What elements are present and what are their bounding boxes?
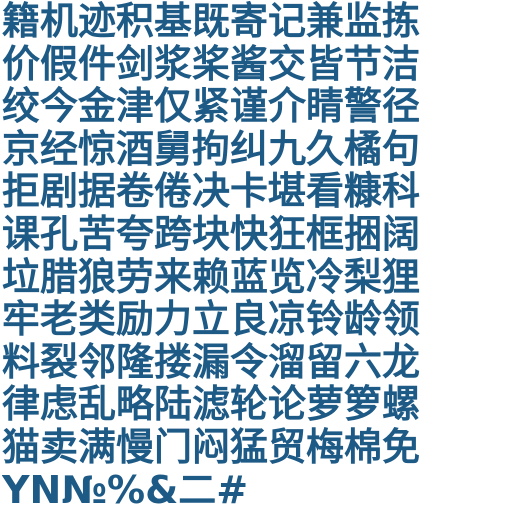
glyph-row-7: 垃腊狼劳来赖蓝览冷梨狸 [2, 255, 421, 299]
glyph-row-9: 料裂邻隆搂漏令溜留六龙 [2, 340, 421, 384]
glyph-row-12: YN№%&二# [2, 468, 249, 512]
glyph-row-10: 律虑乱略陆滤轮论萝箩螺 [2, 383, 421, 426]
glyph-row-3: 绞今金津仅紧谨介睛警径 [2, 85, 421, 128]
glyph-row-4: 京经惊酒舅拘纠九久橘句 [2, 127, 421, 171]
glyph-row-8: 牢老类励力立良凉铃龄领 [2, 298, 421, 341]
glyph-row-1: 籍机迹积基既寄记兼监拣 [2, 0, 421, 43]
glyph-row-11: 猫卖满慢门闷猛贸梅棉免 [2, 425, 421, 469]
glyph-row-6: 课孔苦夸跨块快狂框捆阔 [2, 212, 421, 256]
glyph-row-2: 价假件剑浆桨酱交皆节洁 [2, 42, 421, 86]
glyph-row-5: 拒剧据卷倦决卡堪看糠科 [2, 170, 421, 213]
